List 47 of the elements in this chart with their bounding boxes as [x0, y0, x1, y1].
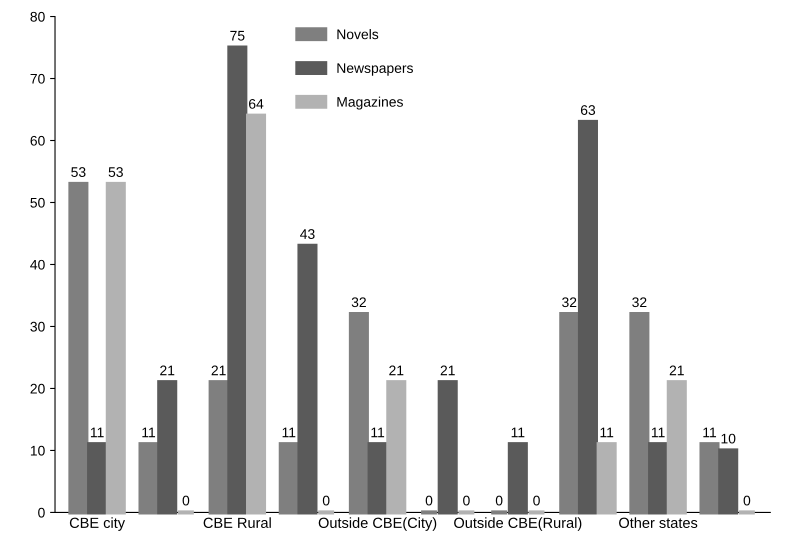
data-label: 63: [580, 105, 596, 115]
data-label: 21: [670, 366, 684, 376]
x-tick-label: Outside CBE(Rural): [454, 517, 582, 531]
data-label: 11: [90, 428, 104, 438]
data-label: 0: [463, 496, 470, 506]
y-tick-label: 50: [30, 198, 45, 208]
data-label: 11: [371, 428, 384, 438]
data-label: 11: [282, 428, 296, 438]
x-tick-label: CBE Rural: [204, 517, 271, 528]
data-label: 0: [496, 496, 502, 506]
data-label: 11: [512, 428, 524, 438]
data-label: 32: [562, 297, 576, 308]
data-label: 11: [600, 428, 614, 438]
data-label: 32: [632, 297, 646, 308]
data-label: 0: [744, 496, 750, 506]
data-label: 0: [426, 496, 432, 506]
x-tick-label: Outside CBE(City): [318, 517, 436, 531]
x-tick-label: Other states: [619, 517, 698, 528]
data-label: 53: [71, 167, 86, 177]
data-label: 32: [352, 297, 366, 308]
data-label: 64: [249, 98, 264, 109]
data-label: 21: [440, 366, 455, 376]
data-label: 53: [108, 167, 123, 177]
y-tick-label: 80: [30, 12, 45, 22]
legend-label: Newspapers: [337, 63, 413, 76]
data-label: 0: [322, 496, 330, 506]
y-tick-label: 0: [38, 508, 45, 518]
y-tick-label: 60: [30, 136, 45, 146]
data-label: 21: [212, 366, 226, 376]
data-label: 11: [142, 428, 156, 438]
data-label: 10: [722, 434, 736, 444]
data-label: 11: [703, 428, 716, 438]
y-tick-label: 70: [30, 74, 45, 84]
y-tick-label: 20: [30, 384, 45, 394]
data-label: 11: [652, 428, 665, 438]
data-label: 21: [160, 366, 174, 376]
data-label: 21: [389, 366, 404, 376]
y-tick-label: 30: [30, 322, 45, 332]
data-label: 0: [533, 496, 540, 506]
y-tick-label: 10: [30, 446, 45, 456]
data-label: 0: [182, 496, 190, 506]
data-label: 43: [300, 229, 315, 239]
y-tick-label: 40: [30, 260, 45, 270]
data-label: 75: [230, 30, 244, 41]
legend-label: Magazines: [337, 96, 403, 110]
x-tick-label: CBE city: [70, 517, 126, 531]
legend-label: Novels: [337, 29, 378, 40]
